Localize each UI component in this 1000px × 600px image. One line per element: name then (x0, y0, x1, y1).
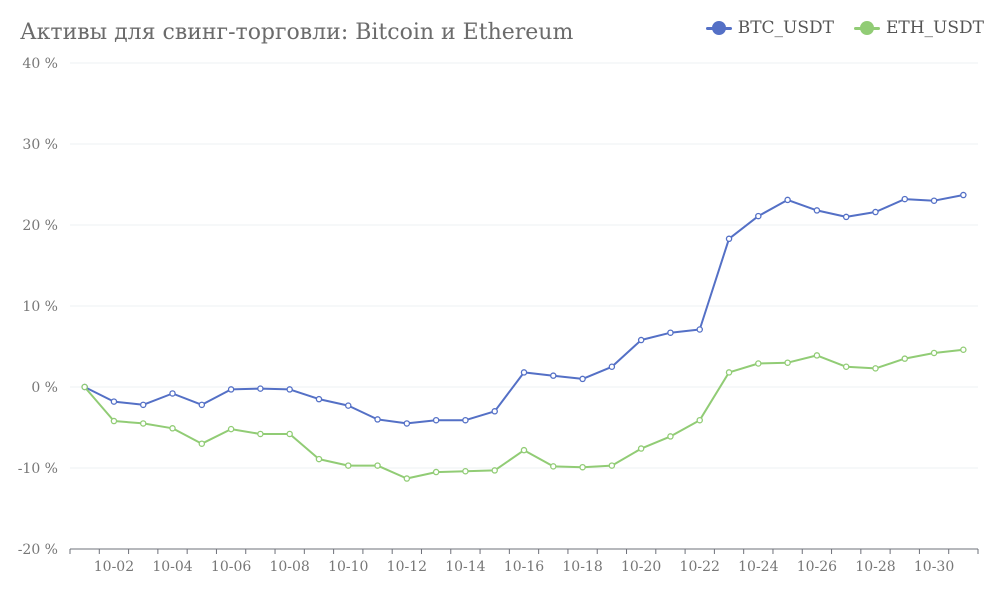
data-point-btc_usdt[interactable] (169, 390, 176, 397)
x-tick-label: 10-30 (914, 559, 954, 575)
legend-label-eth: ETH_USDT (885, 18, 984, 38)
data-point-eth_usdt[interactable] (374, 462, 381, 469)
data-point-btc_usdt[interactable] (637, 336, 645, 344)
data-point-eth_usdt[interactable] (784, 359, 791, 366)
data-point-eth_usdt[interactable] (257, 430, 264, 438)
data-point-eth_usdt[interactable] (755, 360, 762, 367)
data-point-eth_usdt[interactable] (813, 352, 821, 359)
y-tick-label: 20 % (22, 218, 58, 234)
data-point-eth_usdt[interactable] (696, 416, 703, 424)
data-point-btc_usdt[interactable] (198, 401, 206, 409)
data-point-eth_usdt[interactable] (842, 363, 850, 370)
data-point-btc_usdt[interactable] (696, 326, 703, 333)
data-point-eth_usdt[interactable] (315, 455, 323, 463)
x-tick-label: 10-18 (562, 559, 602, 575)
data-point-eth_usdt[interactable] (198, 440, 206, 447)
data-point-eth_usdt[interactable] (637, 445, 645, 452)
data-point-eth_usdt[interactable] (491, 467, 498, 474)
x-tick-label: 10-26 (797, 559, 837, 575)
series-line-btc_usdt (84, 194, 964, 425)
data-point-eth_usdt[interactable] (110, 417, 118, 425)
x-tick-label: 10-08 (269, 559, 309, 575)
data-point-eth_usdt[interactable] (667, 433, 674, 440)
data-point-btc_usdt[interactable] (374, 416, 381, 423)
data-point-btc_usdt[interactable] (755, 212, 762, 220)
data-point-eth_usdt[interactable] (901, 355, 909, 362)
data-point-btc_usdt[interactable] (403, 420, 411, 427)
data-point-btc_usdt[interactable] (784, 196, 791, 204)
data-point-eth_usdt[interactable] (403, 475, 411, 482)
data-point-btc_usdt[interactable] (960, 191, 967, 199)
legend-item-btc[interactable]: BTC_USDT (705, 18, 834, 38)
data-point-btc_usdt[interactable] (462, 416, 469, 424)
y-tick-label: 40 % (22, 56, 58, 72)
data-point-eth_usdt[interactable] (725, 369, 733, 376)
data-point-btc_usdt[interactable] (813, 207, 821, 214)
x-tick-label: 10-02 (94, 559, 134, 575)
data-point-eth_usdt[interactable] (432, 468, 440, 476)
data-point-btc_usdt[interactable] (667, 329, 674, 336)
data-point-btc_usdt[interactable] (286, 386, 293, 393)
data-point-eth_usdt[interactable] (139, 420, 147, 427)
data-point-btc_usdt[interactable] (139, 401, 147, 409)
data-point-btc_usdt[interactable] (725, 235, 733, 243)
x-tick-label: 10-06 (211, 559, 251, 575)
y-tick-label: 30 % (22, 137, 58, 153)
x-tick-label: 10-16 (504, 559, 544, 575)
data-point-eth_usdt[interactable] (81, 383, 88, 391)
x-tick-label: 10-20 (621, 559, 661, 575)
data-point-btc_usdt[interactable] (432, 416, 440, 424)
data-point-btc_usdt[interactable] (608, 363, 616, 370)
x-tick-label: 10-12 (387, 559, 427, 575)
data-point-eth_usdt[interactable] (169, 425, 176, 432)
legend-swatch-eth (853, 21, 880, 35)
data-point-btc_usdt[interactable] (579, 375, 586, 383)
data-point-eth_usdt[interactable] (960, 346, 967, 353)
chart-title: Активы для свинг-торговли: Bitcoin и Eth… (20, 20, 574, 45)
legend-item-eth[interactable]: ETH_USDT (853, 18, 984, 38)
data-point-btc_usdt[interactable] (842, 213, 850, 221)
data-point-btc_usdt[interactable] (872, 208, 879, 216)
x-tick-label: 10-22 (680, 559, 720, 575)
data-point-btc_usdt[interactable] (315, 395, 323, 403)
legend: BTC_USDT ETH_USDT (705, 18, 984, 38)
data-point-btc_usdt[interactable] (110, 398, 118, 405)
data-point-btc_usdt[interactable] (257, 385, 264, 392)
y-tick-label: -10 % (18, 461, 58, 477)
data-point-btc_usdt[interactable] (550, 372, 557, 379)
data-point-eth_usdt[interactable] (579, 463, 586, 471)
data-point-eth_usdt[interactable] (286, 430, 293, 438)
x-tick-label: 10-24 (738, 559, 778, 575)
x-tick-label: 10-28 (855, 559, 895, 575)
y-tick-label: -20 % (18, 542, 58, 558)
series-line-eth_usdt (83, 348, 964, 480)
data-point-eth_usdt[interactable] (550, 463, 557, 470)
x-tick-label: 10-14 (445, 559, 485, 575)
x-tick-label: 10-10 (328, 559, 368, 575)
data-point-eth_usdt[interactable] (462, 467, 469, 475)
data-point-eth_usdt[interactable] (345, 462, 352, 469)
data-point-eth_usdt[interactable] (872, 365, 879, 372)
legend-swatch-btc (705, 21, 732, 35)
data-point-eth_usdt[interactable] (608, 462, 616, 469)
data-point-eth_usdt[interactable] (520, 446, 528, 454)
data-point-btc_usdt[interactable] (227, 386, 235, 393)
legend-label-btc: BTC_USDT (737, 18, 834, 38)
y-tick-label: 0 % (31, 380, 58, 396)
data-point-btc_usdt[interactable] (520, 369, 528, 376)
data-point-eth_usdt[interactable] (930, 349, 938, 357)
data-point-eth_usdt[interactable] (227, 425, 235, 433)
y-tick-label: 10 % (22, 299, 58, 315)
data-point-btc_usdt[interactable] (901, 195, 909, 203)
data-point-btc_usdt[interactable] (345, 402, 352, 409)
data-point-btc_usdt[interactable] (930, 197, 938, 204)
data-point-btc_usdt[interactable] (491, 408, 498, 415)
x-tick-label: 10-04 (152, 559, 192, 575)
